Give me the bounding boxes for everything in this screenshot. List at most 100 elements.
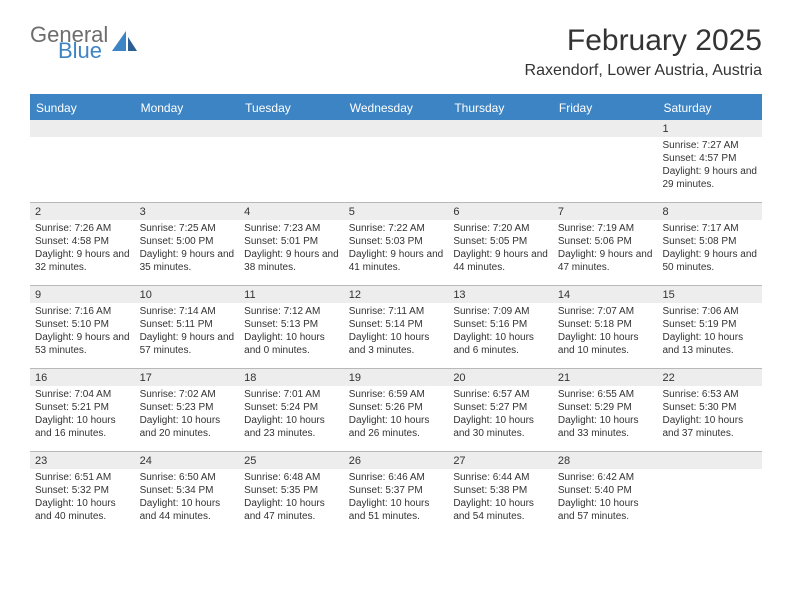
day-line: Daylight: 10 hours and 0 minutes.	[244, 331, 339, 357]
day-number: 17	[135, 369, 240, 386]
day-line: Daylight: 9 hours and 44 minutes.	[453, 248, 548, 274]
day-line: Sunrise: 6:44 AM	[453, 471, 548, 484]
day-cell: 21Sunrise: 6:55 AMSunset: 5:29 PMDayligh…	[553, 369, 658, 451]
day-body: Sunrise: 7:23 AMSunset: 5:01 PMDaylight:…	[239, 220, 344, 278]
day-line: Sunset: 5:00 PM	[140, 235, 235, 248]
day-line: Sunset: 5:10 PM	[35, 318, 130, 331]
day-number: 23	[30, 452, 135, 469]
day-cell	[553, 120, 658, 202]
day-line: Sunrise: 7:20 AM	[453, 222, 548, 235]
day-cell	[344, 120, 449, 202]
day-body	[30, 137, 135, 143]
day-line: Sunrise: 6:55 AM	[558, 388, 653, 401]
day-body: Sunrise: 7:09 AMSunset: 5:16 PMDaylight:…	[448, 303, 553, 361]
day-body: Sunrise: 6:46 AMSunset: 5:37 PMDaylight:…	[344, 469, 449, 527]
day-cell: 28Sunrise: 6:42 AMSunset: 5:40 PMDayligh…	[553, 452, 658, 534]
day-line: Sunset: 5:18 PM	[558, 318, 653, 331]
day-cell: 1Sunrise: 7:27 AMSunset: 4:57 PMDaylight…	[657, 120, 762, 202]
day-cell: 8Sunrise: 7:17 AMSunset: 5:08 PMDaylight…	[657, 203, 762, 285]
day-line: Daylight: 10 hours and 44 minutes.	[140, 497, 235, 523]
day-cell: 24Sunrise: 6:50 AMSunset: 5:34 PMDayligh…	[135, 452, 240, 534]
day-line: Daylight: 9 hours and 53 minutes.	[35, 331, 130, 357]
day-line: Daylight: 10 hours and 40 minutes.	[35, 497, 130, 523]
day-number: 25	[239, 452, 344, 469]
day-line: Sunrise: 7:19 AM	[558, 222, 653, 235]
logo-sail-icon	[112, 31, 138, 58]
day-line: Sunrise: 7:14 AM	[140, 305, 235, 318]
day-body: Sunrise: 7:11 AMSunset: 5:14 PMDaylight:…	[344, 303, 449, 361]
day-number: 8	[657, 203, 762, 220]
day-cell	[657, 452, 762, 534]
day-line: Sunset: 5:11 PM	[140, 318, 235, 331]
day-cell: 15Sunrise: 7:06 AMSunset: 5:19 PMDayligh…	[657, 286, 762, 368]
day-cell: 10Sunrise: 7:14 AMSunset: 5:11 PMDayligh…	[135, 286, 240, 368]
day-line: Sunset: 5:01 PM	[244, 235, 339, 248]
weekday-cell: Wednesday	[344, 96, 449, 120]
day-cell: 6Sunrise: 7:20 AMSunset: 5:05 PMDaylight…	[448, 203, 553, 285]
day-line: Sunset: 5:30 PM	[662, 401, 757, 414]
day-body: Sunrise: 7:12 AMSunset: 5:13 PMDaylight:…	[239, 303, 344, 361]
week-row: 23Sunrise: 6:51 AMSunset: 5:32 PMDayligh…	[30, 452, 762, 534]
day-line: Daylight: 9 hours and 47 minutes.	[558, 248, 653, 274]
day-number: 3	[135, 203, 240, 220]
title-block: February 2025 Raxendorf, Lower Austria, …	[525, 24, 762, 80]
day-number	[448, 120, 553, 137]
day-line: Sunset: 5:16 PM	[453, 318, 548, 331]
header: General Blue February 2025 Raxendorf, Lo…	[0, 0, 792, 88]
logo-line2: Blue	[58, 40, 108, 62]
day-line: Sunrise: 7:04 AM	[35, 388, 130, 401]
day-body: Sunrise: 6:53 AMSunset: 5:30 PMDaylight:…	[657, 386, 762, 444]
day-line: Sunrise: 7:25 AM	[140, 222, 235, 235]
day-line: Daylight: 9 hours and 57 minutes.	[140, 331, 235, 357]
day-cell: 5Sunrise: 7:22 AMSunset: 5:03 PMDaylight…	[344, 203, 449, 285]
day-cell: 14Sunrise: 7:07 AMSunset: 5:18 PMDayligh…	[553, 286, 658, 368]
day-number	[239, 120, 344, 137]
day-line: Sunrise: 6:57 AM	[453, 388, 548, 401]
day-number: 13	[448, 286, 553, 303]
day-line: Sunrise: 7:16 AM	[35, 305, 130, 318]
day-number: 2	[30, 203, 135, 220]
day-cell	[135, 120, 240, 202]
day-line: Sunrise: 7:11 AM	[349, 305, 444, 318]
day-line: Daylight: 10 hours and 57 minutes.	[558, 497, 653, 523]
day-line: Sunrise: 7:22 AM	[349, 222, 444, 235]
day-line: Sunrise: 7:26 AM	[35, 222, 130, 235]
day-cell: 12Sunrise: 7:11 AMSunset: 5:14 PMDayligh…	[344, 286, 449, 368]
day-line: Sunrise: 7:01 AM	[244, 388, 339, 401]
day-number: 10	[135, 286, 240, 303]
day-line: Sunrise: 6:42 AM	[558, 471, 653, 484]
day-body	[344, 137, 449, 143]
day-number: 16	[30, 369, 135, 386]
day-line: Sunset: 5:08 PM	[662, 235, 757, 248]
weekday-cell: Friday	[553, 96, 658, 120]
day-body: Sunrise: 6:48 AMSunset: 5:35 PMDaylight:…	[239, 469, 344, 527]
day-line: Sunset: 4:58 PM	[35, 235, 130, 248]
day-body: Sunrise: 7:27 AMSunset: 4:57 PMDaylight:…	[657, 137, 762, 195]
day-line: Sunset: 5:38 PM	[453, 484, 548, 497]
month-title: February 2025	[525, 24, 762, 58]
day-body	[239, 137, 344, 143]
day-cell: 13Sunrise: 7:09 AMSunset: 5:16 PMDayligh…	[448, 286, 553, 368]
day-line: Daylight: 10 hours and 33 minutes.	[558, 414, 653, 440]
day-cell	[448, 120, 553, 202]
location: Raxendorf, Lower Austria, Austria	[525, 62, 762, 80]
day-line: Sunset: 5:29 PM	[558, 401, 653, 414]
day-line: Sunset: 5:14 PM	[349, 318, 444, 331]
day-line: Sunrise: 7:02 AM	[140, 388, 235, 401]
day-number: 7	[553, 203, 658, 220]
day-line: Sunset: 5:03 PM	[349, 235, 444, 248]
day-cell: 11Sunrise: 7:12 AMSunset: 5:13 PMDayligh…	[239, 286, 344, 368]
day-body: Sunrise: 6:57 AMSunset: 5:27 PMDaylight:…	[448, 386, 553, 444]
day-line: Daylight: 9 hours and 32 minutes.	[35, 248, 130, 274]
day-line: Daylight: 9 hours and 29 minutes.	[662, 165, 757, 191]
week-row: 16Sunrise: 7:04 AMSunset: 5:21 PMDayligh…	[30, 369, 762, 452]
day-body: Sunrise: 6:44 AMSunset: 5:38 PMDaylight:…	[448, 469, 553, 527]
day-cell: 19Sunrise: 6:59 AMSunset: 5:26 PMDayligh…	[344, 369, 449, 451]
day-line: Sunrise: 7:09 AM	[453, 305, 548, 318]
weekday-cell: Monday	[135, 96, 240, 120]
day-cell: 4Sunrise: 7:23 AMSunset: 5:01 PMDaylight…	[239, 203, 344, 285]
day-cell: 3Sunrise: 7:25 AMSunset: 5:00 PMDaylight…	[135, 203, 240, 285]
day-number: 18	[239, 369, 344, 386]
day-number: 19	[344, 369, 449, 386]
day-body: Sunrise: 7:14 AMSunset: 5:11 PMDaylight:…	[135, 303, 240, 361]
